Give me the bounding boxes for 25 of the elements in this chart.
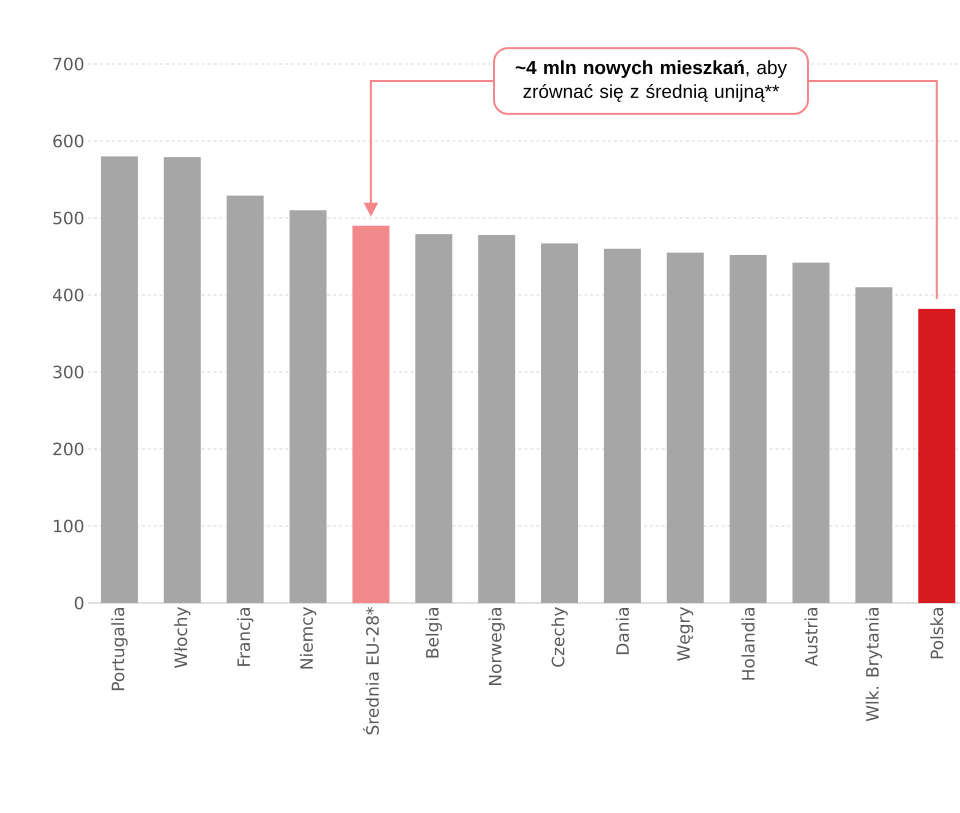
y-tick-label: 600 — [53, 134, 84, 148]
x-tick-label: Niemcy — [300, 607, 316, 668]
x-tick-label: Włochy — [174, 607, 190, 668]
y-tick-label: 400 — [52, 288, 84, 302]
x-tick-label: Polska — [930, 608, 944, 658]
x-tick-label: Belgia — [426, 608, 442, 658]
y-tick-label: 0 — [74, 596, 84, 610]
x-tick-label: Wlk. Brytania — [866, 608, 882, 722]
y-tick-label: 500 — [53, 212, 84, 224]
x-tick-label: Francja — [236, 608, 254, 666]
x-tick-label: Austria — [804, 608, 818, 666]
x-tick-label: Czechy — [551, 607, 568, 667]
x-tick-label: Dania — [616, 608, 629, 654]
x-tick-label: Portugalia — [111, 608, 128, 690]
x-tick-label: Średnia EU-28* — [362, 607, 379, 734]
y-tick-label: 300 — [53, 366, 84, 378]
bar — [352, 226, 390, 603]
bar — [918, 308, 956, 603]
y-tick-label: 700 — [54, 58, 84, 70]
y-tick-label: 200 — [53, 442, 84, 456]
annotation: ~4 mln nowych mieszkań, aby zrównać się z średnią unijną** — [516, 60, 787, 102]
x-tick-label: Holandia — [742, 608, 755, 680]
y-tick-label: 100 — [54, 520, 84, 532]
x-tick-label: Węgry — [677, 607, 694, 661]
x-tick-label: Norwegia — [488, 608, 505, 685]
